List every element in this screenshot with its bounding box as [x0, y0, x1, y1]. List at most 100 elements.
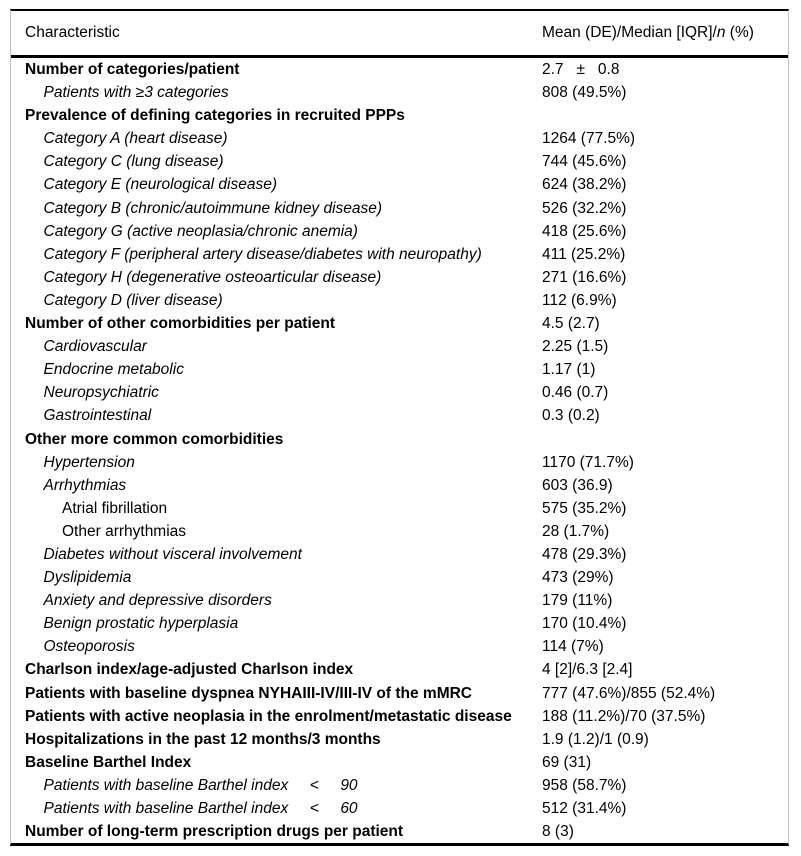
row-value: 0.46 (0.7): [542, 384, 609, 402]
row-value: 418 (25.6%): [542, 222, 627, 240]
table-row: Patients with baseline Barthel index < 6…: [11, 797, 788, 820]
row-label: Category E (neurological disease): [43, 176, 277, 194]
table-row: Number of long-term prescription drugs p…: [11, 820, 788, 843]
header-value-n: n: [716, 24, 726, 41]
row-label: Category C (lung disease): [43, 153, 224, 171]
row-value: 188 (11.2%)/70 (37.5%): [542, 707, 706, 725]
row-label: Patients with baseline Barthel index < 6…: [43, 800, 358, 817]
row-label: Dyslipidemia: [43, 569, 132, 587]
row-value: 808 (49.5%): [542, 84, 627, 102]
table-row: Atrial fibrillation 575 (35.2%): [11, 497, 788, 520]
row-value: 603 (36.9): [542, 476, 613, 494]
row-value: 114 (7%): [542, 638, 604, 656]
table-row: Other arrhythmias 28 (1.7%): [11, 520, 788, 543]
row-value: 69 (31): [542, 753, 592, 771]
row-label: Arrhythmias: [43, 476, 127, 494]
row-label: Baseline Barthel Index: [25, 753, 192, 771]
table-row: Neuropsychiatric 0.46 (0.7): [11, 381, 788, 404]
row-value: 1264 (77.5%): [542, 130, 636, 148]
row-value: 411 (25.2%): [542, 245, 626, 263]
row-label: Category A (heart disease): [43, 130, 228, 148]
row-value: 473 (29%): [542, 569, 614, 587]
row-value: 777 (47.6%)/855 (52.4%): [542, 684, 716, 702]
table-row: Gastrointestinal 0.3 (0.2): [11, 404, 788, 427]
row-value: 1.17 (1): [542, 361, 596, 379]
row-value: 1170 (71.7%): [542, 453, 634, 471]
table-row: Category C (lung disease) 744 (45.6%): [11, 150, 788, 173]
table-row: Baseline Barthel Index 69 (31): [11, 751, 788, 774]
table-row: Charlson index/age-adjusted Charlson ind…: [11, 658, 788, 681]
row-label: Category B (chronic/autoimmune kidney di…: [43, 199, 383, 217]
row-value: 526 (32.2%): [542, 199, 627, 217]
row-label: Number of categories/patient: [25, 61, 240, 78]
row-label: Cardiovascular: [43, 338, 147, 356]
table-row: Category E (neurological disease) 624 (38…: [11, 173, 788, 196]
table-row: Patients with ≥3 categories 808 (49.5%): [11, 81, 788, 104]
table-row: Category F (peripheral artery disease/di…: [11, 243, 788, 266]
row-label: Neuropsychiatric: [43, 384, 159, 402]
row-label: Patients with active neoplasia in the en…: [25, 707, 512, 725]
row-value: 112 (6.9%): [542, 291, 617, 309]
row-value: 4.5 (2.7): [542, 315, 600, 333]
table-row: Benign prostatic hyperplasia 170 (10.4%): [11, 612, 788, 635]
table-row: Arrhythmias 603 (36.9): [11, 474, 788, 497]
row-label: Charlson index/age-adjusted Charlson ind…: [25, 661, 354, 679]
table-row: Category B (chronic/autoimmune kidney di…: [11, 197, 788, 220]
row-value: 575 (35.2%): [542, 499, 627, 517]
row-label: Atrial fibrillation: [62, 499, 168, 517]
table-row: Anxiety and depressive disorders 179 (11%…: [11, 589, 788, 612]
table-row: Other more common comorbidities: [11, 428, 788, 451]
table-body: Number of categories/patient 2.7 ± 0.8 Pat…: [11, 58, 788, 843]
row-label: Category D (liver disease): [43, 291, 223, 309]
row-value: 478 (29.3%): [542, 545, 627, 563]
table-row: Number of other comorbidities per patien…: [11, 312, 788, 335]
table-row: Cardiovascular 2.25 (1.5): [11, 335, 788, 358]
table-row: Category D (liver disease) 112 (6.9%): [11, 289, 788, 312]
table-row: Osteoporosis 114 (7%): [11, 635, 788, 658]
row-label: Other more common comorbidities: [25, 430, 284, 448]
row-label: Hospitalizations in the past 12 months/3…: [25, 730, 381, 748]
table-row: Patients with active neoplasia in the en…: [11, 705, 788, 728]
row-label: Patients with baseline dyspnea NYHAIII-I…: [25, 684, 472, 702]
header-value-suffix: (%): [725, 24, 754, 41]
row-value: 170 (10.4%): [542, 615, 627, 633]
header-value-prefix: Mean (DE)/Median [IQR]/: [542, 24, 717, 41]
row-label: Category F (peripheral artery disease/di…: [43, 245, 482, 263]
table-row: Hypertension 1170 (71.7%): [11, 451, 788, 474]
row-value: 28 (1.7%): [542, 522, 610, 540]
row-value: 2.7 ± 0.8: [542, 61, 620, 78]
row-label: Diabetes without visceral involvement: [43, 545, 302, 563]
row-label: Number of other comorbidities per patien…: [25, 315, 336, 333]
table-row: Number of categories/patient 2.7 ± 0.8: [11, 58, 788, 81]
table-row: Patients with baseline dyspnea NYHAIII-I…: [11, 682, 788, 705]
header-characteristic: Characteristic: [25, 24, 120, 41]
patient-characteristics-table: Characteristic Mean (DE)/Median [IQR]/n …: [10, 9, 789, 847]
table-row: Category G (active neoplasia/chronic ane…: [11, 220, 788, 243]
header-value-column: Mean (DE)/Median [IQR]/n (%): [542, 24, 788, 42]
row-value: 271 (16.6%): [542, 268, 627, 286]
row-value: 1.9 (1.2)/1 (0.9): [542, 730, 649, 748]
row-value: 2.25 (1.5): [542, 338, 609, 356]
table-row: Prevalence of defining categories in rec…: [11, 104, 788, 127]
row-value: 624 (38.2%): [542, 176, 627, 194]
row-label: Benign prostatic hyperplasia: [43, 615, 239, 633]
table-header-row: Characteristic Mean (DE)/Median [IQR]/n …: [11, 11, 788, 58]
row-label: Hypertension: [43, 453, 135, 471]
table-row: Dyslipidemia 473 (29%): [11, 566, 788, 589]
row-label: Osteoporosis: [43, 638, 135, 656]
row-label: Category H (degenerative osteoarticular …: [43, 268, 382, 286]
table-row: Endocrine metabolic 1.17 (1): [11, 358, 788, 381]
row-label: Number of long-term prescription drugs p…: [25, 823, 404, 841]
table-row: Category H (degenerative osteoarticular …: [11, 266, 788, 289]
row-value: 179 (11%): [542, 592, 613, 610]
table-row: Patients with baseline Barthel index < 9…: [11, 774, 788, 797]
row-value: 958 (58.7%): [542, 776, 627, 794]
row-label: Prevalence of defining categories in rec…: [25, 107, 405, 125]
row-label: Endocrine metabolic: [43, 361, 184, 379]
row-value: 0.3 (0.2): [542, 407, 600, 425]
row-label: Patients with baseline Barthel index < 9…: [43, 776, 358, 794]
row-value: 4 [2]/6.3 [2.4]: [542, 661, 633, 679]
table-row: Hospitalizations in the past 12 months/3…: [11, 728, 788, 751]
row-label: Category G (active neoplasia/chronic ane…: [43, 222, 358, 240]
row-label: Gastrointestinal: [43, 407, 152, 425]
